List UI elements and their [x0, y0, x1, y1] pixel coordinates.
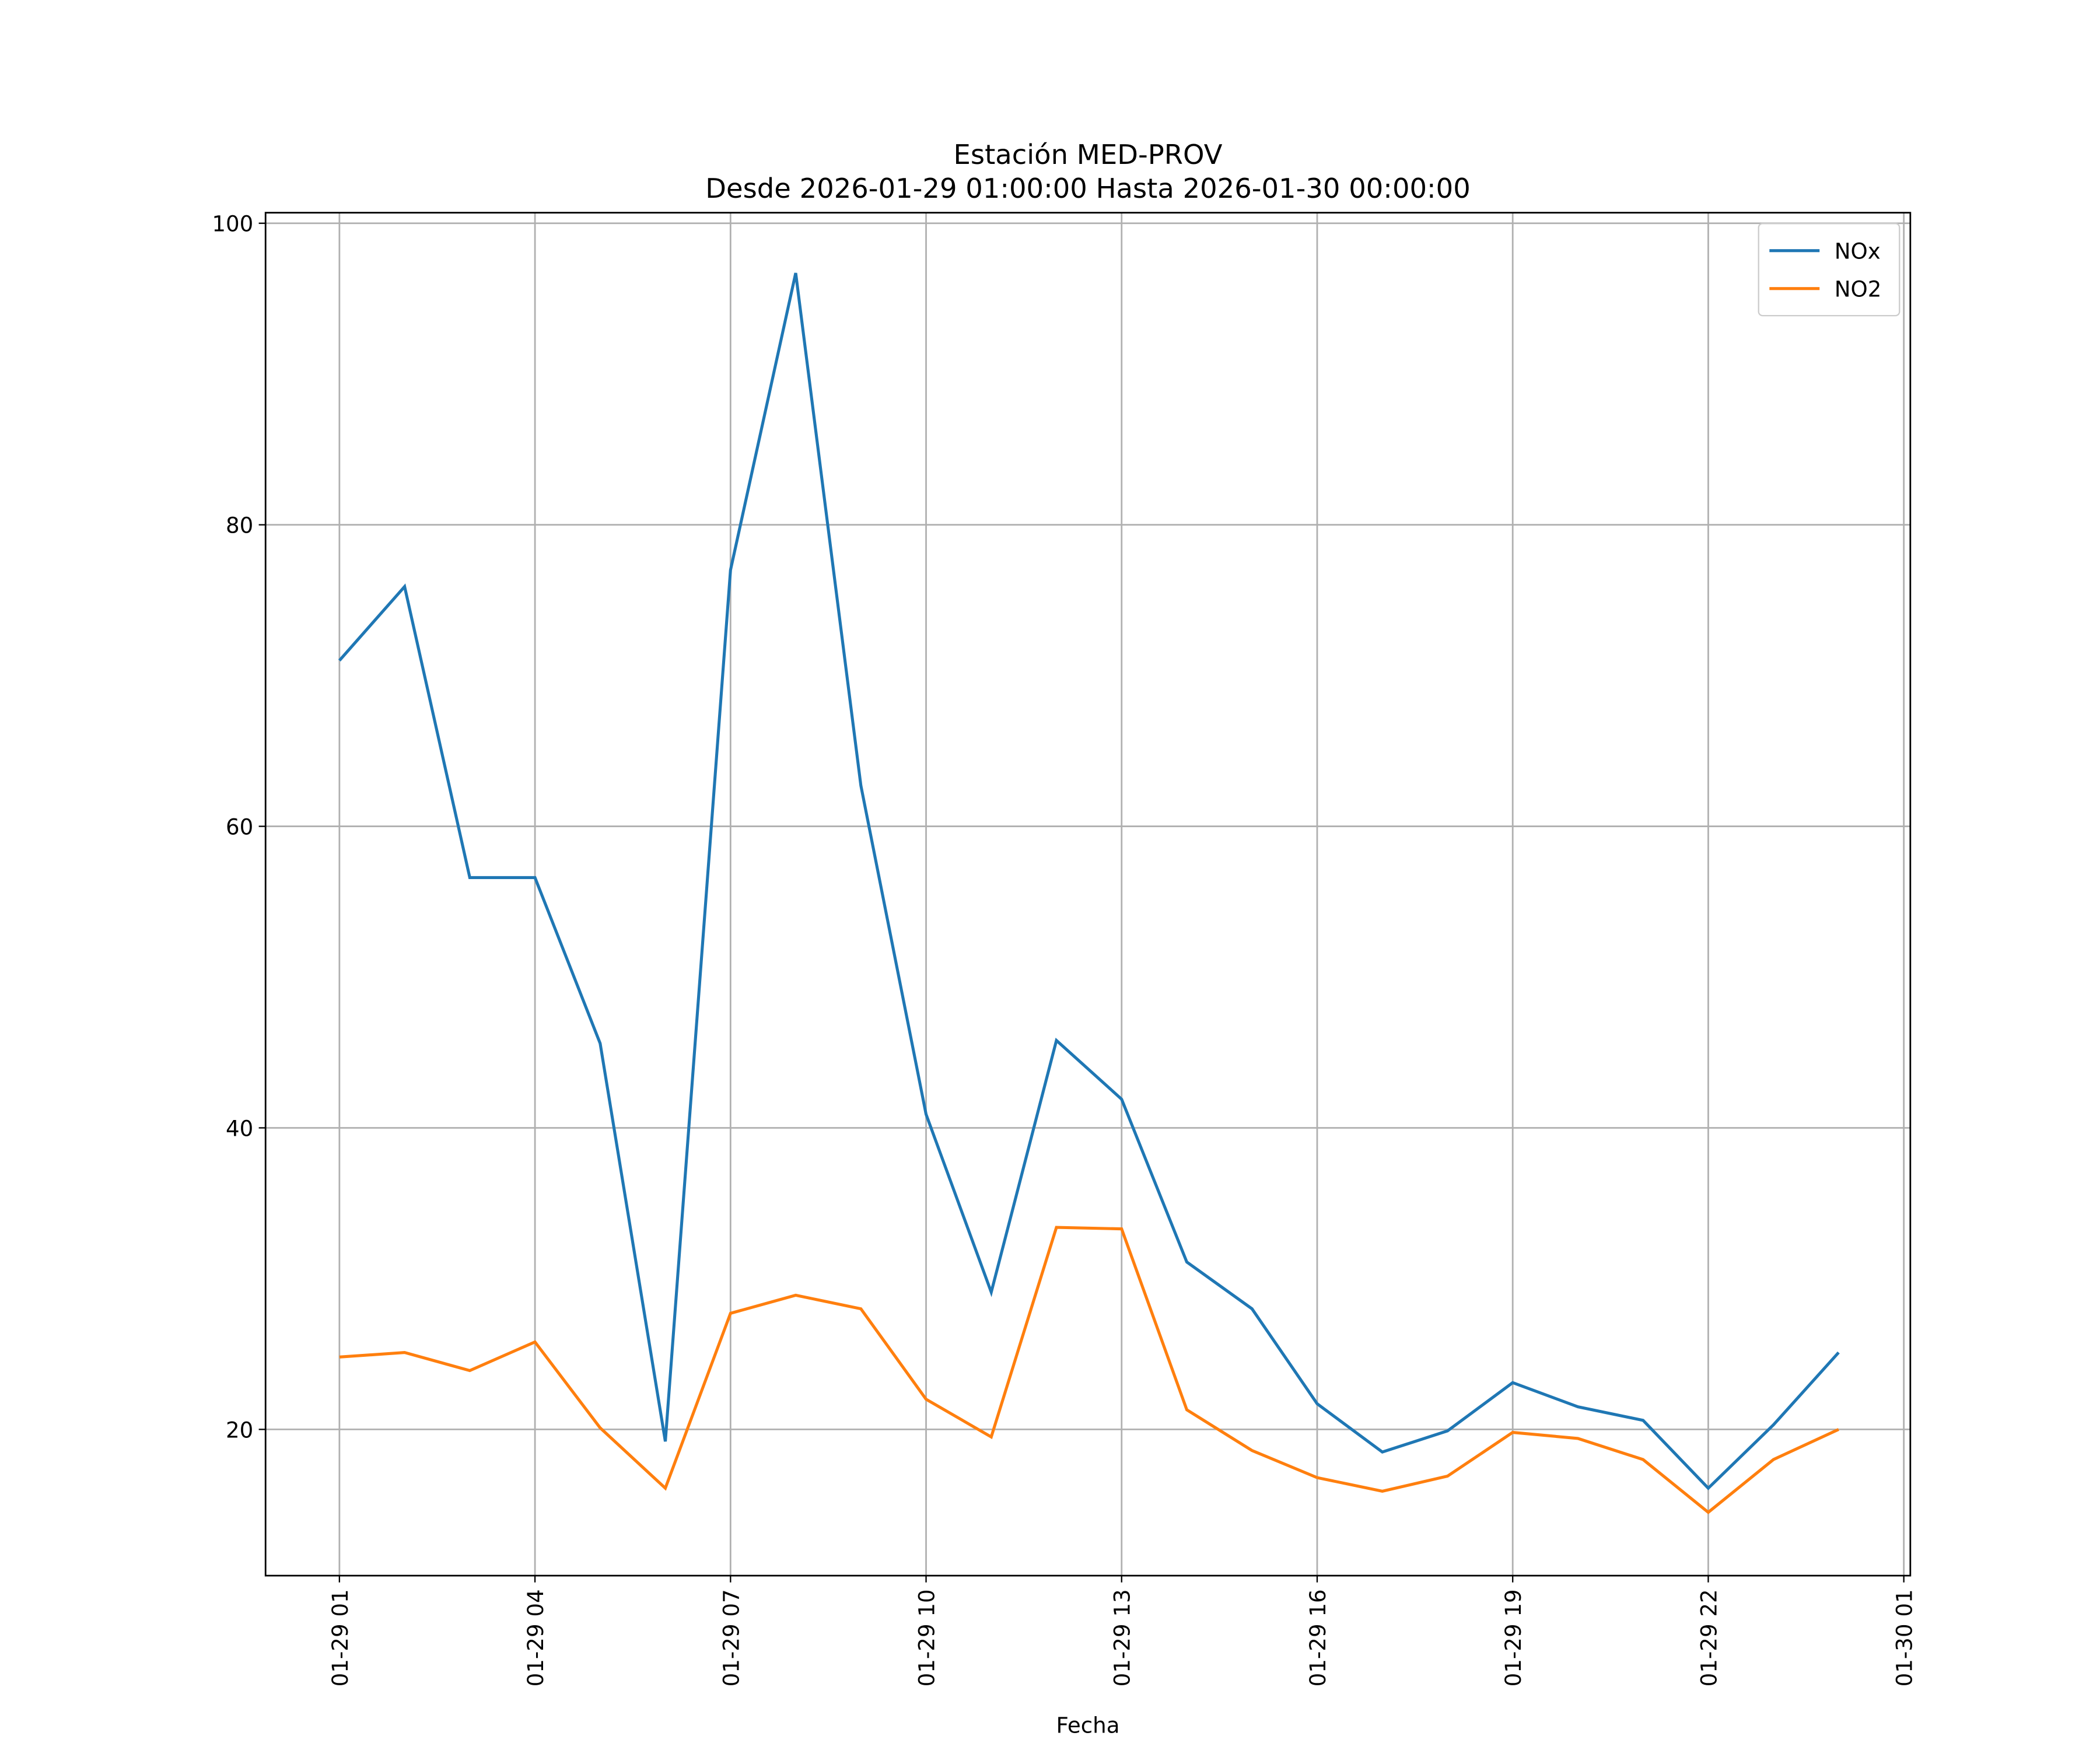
- x-tick-label: 01-29 01: [328, 1589, 353, 1686]
- chart-subtitle: Desde 2026-01-29 01:00:00 Hasta 2026-01-…: [705, 173, 1471, 204]
- x-axis-label: Fecha: [1056, 1713, 1120, 1738]
- x-tick-label: 01-29 16: [1306, 1589, 1331, 1686]
- x-tick-label: 01-29 13: [1110, 1589, 1135, 1686]
- x-tick-label: 01-30 01: [1892, 1589, 1917, 1686]
- legend-label: NOx: [1835, 239, 1881, 264]
- legend-label: NO2: [1835, 277, 1882, 302]
- x-tick-label: 01-29 22: [1696, 1589, 1721, 1686]
- plot-frame: [264, 212, 1912, 1577]
- data-line: [338, 272, 1840, 1490]
- x-tick-label: 01-29 19: [1501, 1589, 1526, 1686]
- legend-box: [1758, 223, 1901, 317]
- chart-title: Estación MED-PROV: [954, 139, 1223, 170]
- data-line: [339, 1226, 1840, 1514]
- x-tick-label: 01-29 07: [719, 1589, 744, 1686]
- y-tick-label: 80: [226, 513, 253, 538]
- y-tick-label: 60: [226, 814, 253, 839]
- x-tick-label: 01-29 04: [523, 1589, 548, 1686]
- y-tick-label: 40: [226, 1116, 253, 1141]
- legend: NOx NO2: [1758, 223, 1901, 317]
- x-tick-label: 01-29 10: [914, 1589, 939, 1686]
- y-tick-label: 100: [212, 212, 253, 237]
- y-tick-label: 20: [226, 1418, 253, 1443]
